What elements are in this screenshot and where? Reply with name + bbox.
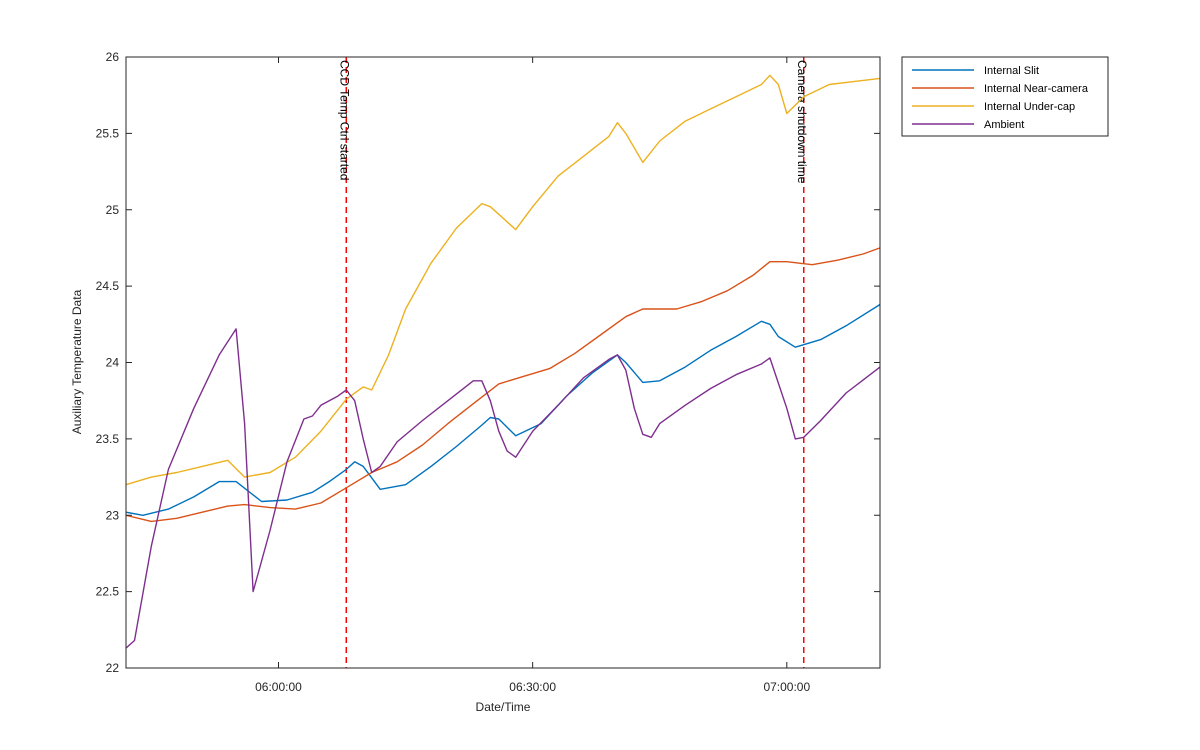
annotations: CCD Temp Ctrl started Camera shutdown tim…: [337, 57, 809, 668]
y-tick-label: 23: [106, 508, 120, 522]
annotation-label-1: CCD Temp Ctrl started: [337, 60, 351, 180]
y-tick-label: 23.5: [96, 432, 120, 446]
series-line-4: [125, 328, 881, 649]
x-tick-label: 07:00:00: [763, 680, 810, 694]
annotation-label-2: Camera shutdown time: [795, 60, 809, 184]
y-tick-label: 25: [106, 203, 120, 217]
y-tick-label: 22.5: [96, 585, 120, 599]
y-tick-label: 24.5: [96, 279, 120, 293]
axis-ticks: 22 22.5 23 23.5 24 24.5 25 25.5 26 06:00:00 06:30:…: [96, 50, 880, 694]
y-tick-label: 26: [106, 50, 120, 64]
y-tick-label: 24: [106, 356, 120, 370]
legend: Internal Slit Internal Near-camera Interna…: [901, 56, 1109, 137]
series-line-3: [125, 74, 881, 486]
x-tick-label: 06:00:00: [255, 680, 302, 694]
legend-label-1: Internal Slit: [984, 65, 1039, 77]
series-lines: [125, 74, 881, 649]
y-tick-label: 22: [106, 661, 120, 675]
y-axis-label: Auxiliary Temperature Data: [70, 289, 84, 434]
legend-label-3: Internal Under-cap: [984, 101, 1075, 113]
legend-label-2: Internal Near-camera: [984, 83, 1089, 95]
y-tick-label: 25.5: [96, 126, 120, 140]
x-axis-label: Date/Time: [476, 700, 531, 714]
x-tick-label: 06:30:00: [509, 680, 556, 694]
legend-label-4: Ambient: [984, 119, 1024, 131]
